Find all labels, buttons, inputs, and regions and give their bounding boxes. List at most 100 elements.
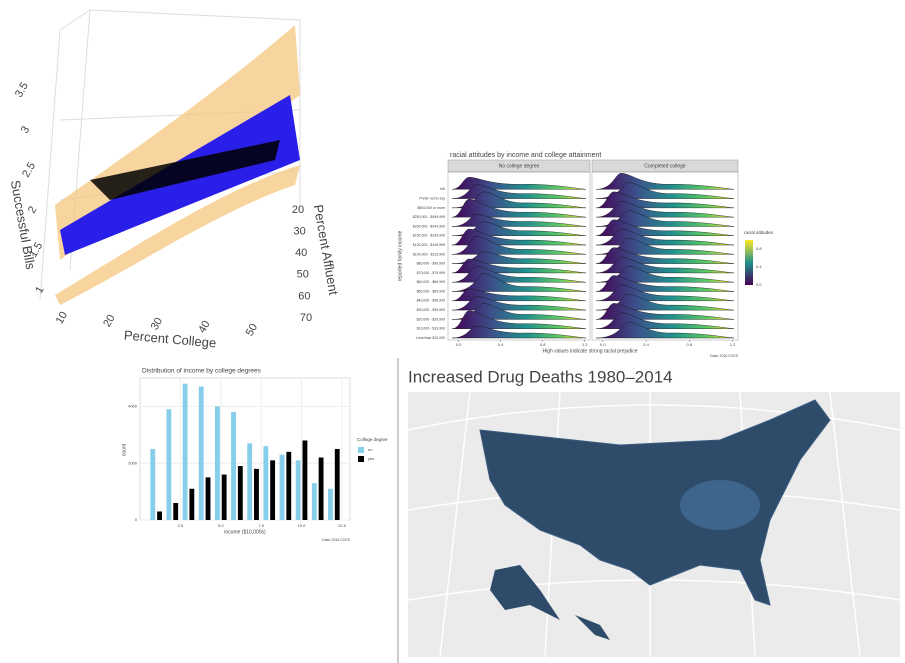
us-map <box>479 399 831 606</box>
tick-label: 30 <box>293 226 305 238</box>
y-axis-label: Percent Affluent <box>311 203 342 296</box>
bar <box>295 460 301 520</box>
tick-label: 3.5 <box>13 80 31 99</box>
x-tick-label: 0.4 <box>643 342 649 347</box>
bar <box>205 477 211 520</box>
y-tick-label: $200,000 - $249,999 <box>413 224 445 228</box>
y-tick-label: NA <box>440 187 446 191</box>
ridge <box>595 321 735 339</box>
y-tick-label: $30,000 - $39,999 <box>417 308 445 312</box>
ridge <box>451 177 587 190</box>
x-tick-label: 1.2 <box>582 342 588 347</box>
x-tick-label: 7.5 <box>258 523 264 528</box>
tick-label: 30 <box>149 316 166 333</box>
y-tick-label: $50,000 - $59,999 <box>417 289 445 293</box>
bar <box>189 488 195 520</box>
bar <box>198 386 204 520</box>
ridge <box>451 236 587 255</box>
y-tick-label: $500,000 or more <box>417 206 445 210</box>
bar <box>182 383 188 520</box>
x-axis-label: High values indicate strong racial preju… <box>542 348 637 354</box>
x-tick-label: 0.8 <box>687 342 693 347</box>
bar <box>311 483 317 520</box>
bar <box>214 406 220 520</box>
y-axis-label: count <box>121 443 127 456</box>
bar <box>237 466 243 520</box>
legend-swatch <box>358 447 364 453</box>
y-tick-label: Less than $10,000 <box>416 336 445 340</box>
y-tick-label: $60,000 - $69,999 <box>417 280 445 284</box>
ridge <box>451 221 587 236</box>
ridge <box>451 288 587 302</box>
legend-tick-label: 0.0 <box>756 282 762 287</box>
y-tick-label: $70,000 - $79,999 <box>417 271 445 275</box>
x-tick-label: 1.2 <box>730 342 736 347</box>
caption: Data: 2016 CCES <box>710 354 738 358</box>
legend-title: racial attitudes <box>744 230 774 235</box>
y-tick-label: $10,000 - $19,999 <box>417 327 445 331</box>
x-tick-label: 10.0 <box>298 523 307 528</box>
bar <box>318 457 324 520</box>
tick-label: 40 <box>295 247 307 259</box>
y-axis-label: reported family income <box>397 230 403 281</box>
chart-title: Distribution of income by college degree… <box>142 368 262 375</box>
tick-label: 10 <box>54 310 71 327</box>
plot-frame <box>139 377 351 521</box>
panel-frame <box>591 171 739 341</box>
bar <box>247 443 253 520</box>
y-tick-label: 4000 <box>128 403 138 408</box>
bar <box>231 412 236 520</box>
ridge <box>451 251 587 264</box>
ridge <box>451 191 587 209</box>
legend-label: no <box>368 447 373 452</box>
panel-frame <box>447 171 591 341</box>
tick-label: 20 <box>101 313 118 330</box>
ridge <box>451 303 587 320</box>
x-tick-label: 2.5 <box>178 523 184 528</box>
tick-label: 2 <box>26 204 39 215</box>
colorbar <box>745 240 753 285</box>
ridge <box>595 173 735 190</box>
ridge <box>451 273 587 292</box>
y-tick-label: $250,000 - $499,999 <box>413 215 445 219</box>
ridge <box>451 310 587 329</box>
x-tick-label: 0.8 <box>540 342 546 347</box>
bar <box>302 440 308 520</box>
bar <box>263 446 269 520</box>
z-axis-label: Successful Bills <box>8 179 39 271</box>
legend-tick-label: 0.4 <box>756 264 762 269</box>
chart-title: racial attitudes by income and college a… <box>450 152 601 159</box>
x-tick-label: 12.5 <box>338 523 347 528</box>
facet-label: No college degree <box>499 163 540 169</box>
ridge <box>451 198 587 218</box>
caption: Data: 2016 CCES <box>322 538 350 542</box>
ridge <box>595 210 735 227</box>
bar <box>150 449 156 520</box>
tick-label: 1 <box>33 284 46 295</box>
bar <box>166 409 172 520</box>
hawaii <box>575 615 610 640</box>
y-tick-label: $80,000 - $99,999 <box>417 262 445 266</box>
lower-surface <box>55 165 300 305</box>
tick-label: 2.5 <box>20 160 38 179</box>
y-tick-label: $40,000 - $49,999 <box>417 299 445 303</box>
y-tick-label: 2000 <box>128 460 138 465</box>
y-tick-label: 0 <box>135 517 138 522</box>
y-tick-label: $20,000 - $29,999 <box>417 317 445 321</box>
chart-title: Increased Drug Deaths 1980–2014 <box>408 367 673 386</box>
ridge <box>451 325 587 339</box>
legend-title: College degree <box>357 437 388 442</box>
x-tick-label: 0.0 <box>456 342 462 347</box>
x-tick-label: 0.0 <box>600 342 606 347</box>
tick-label: 50 <box>297 269 309 281</box>
ridge <box>595 238 735 255</box>
alaska <box>490 565 560 620</box>
bar <box>221 474 227 520</box>
bar <box>328 488 333 520</box>
bar <box>334 449 340 520</box>
tick-label: 40 <box>196 319 213 336</box>
y-tick-label: Prefer not to say <box>419 197 445 201</box>
y-tick-label: $100,000 - $119,999 <box>413 252 445 256</box>
legend-label: yes <box>368 456 374 461</box>
